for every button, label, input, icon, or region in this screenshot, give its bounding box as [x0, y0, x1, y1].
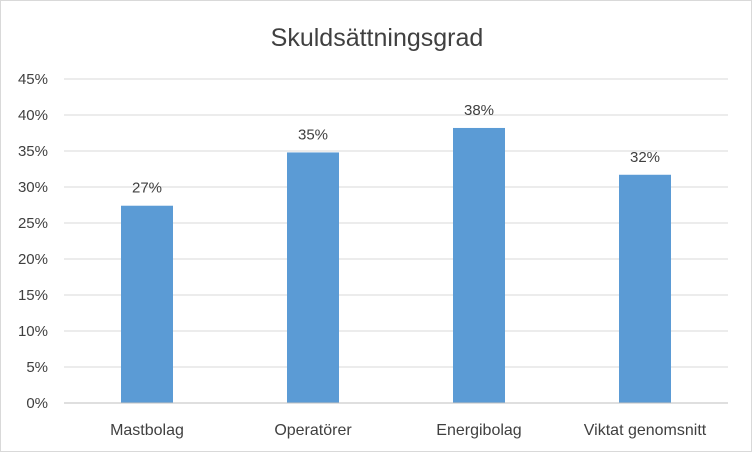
category-label: Viktat genomsnitt: [584, 422, 707, 439]
y-tick-label: 35%: [18, 143, 48, 160]
category-label: Mastbolag: [110, 422, 184, 439]
bar: [121, 205, 173, 403]
y-tick-label: 45%: [18, 71, 48, 88]
data-label: 35%: [298, 126, 328, 143]
y-tick-label: 25%: [18, 215, 48, 232]
y-tick-label: 30%: [18, 179, 48, 196]
data-labels: 27% 35% 38% 32%: [132, 102, 660, 197]
y-axis-tick-labels: 0% 5% 10% 15% 20% 25% 30% 35% 40% 45%: [18, 71, 48, 412]
x-axis-category-labels: Mastbolag Operatörer Energibolag Viktat gen…: [110, 422, 707, 439]
chart-title: Skuldsättningsgrad: [271, 24, 484, 52]
data-label: 38%: [464, 102, 494, 119]
bar: [619, 174, 671, 403]
bar: [453, 127, 505, 404]
y-tick-label: 5%: [26, 359, 48, 376]
gridlines: [64, 78, 728, 368]
y-tick-label: 40%: [18, 107, 48, 124]
bar: [287, 152, 339, 403]
y-tick-label: 15%: [18, 287, 48, 304]
data-label: 32%: [630, 149, 660, 166]
y-tick-label: 10%: [18, 323, 48, 340]
category-label: Energibolag: [436, 422, 521, 439]
bars: [121, 127, 671, 404]
y-tick-label: 20%: [18, 251, 48, 268]
category-label: Operatörer: [274, 422, 352, 439]
data-label: 27%: [132, 180, 162, 197]
y-tick-label: 0%: [26, 395, 48, 412]
